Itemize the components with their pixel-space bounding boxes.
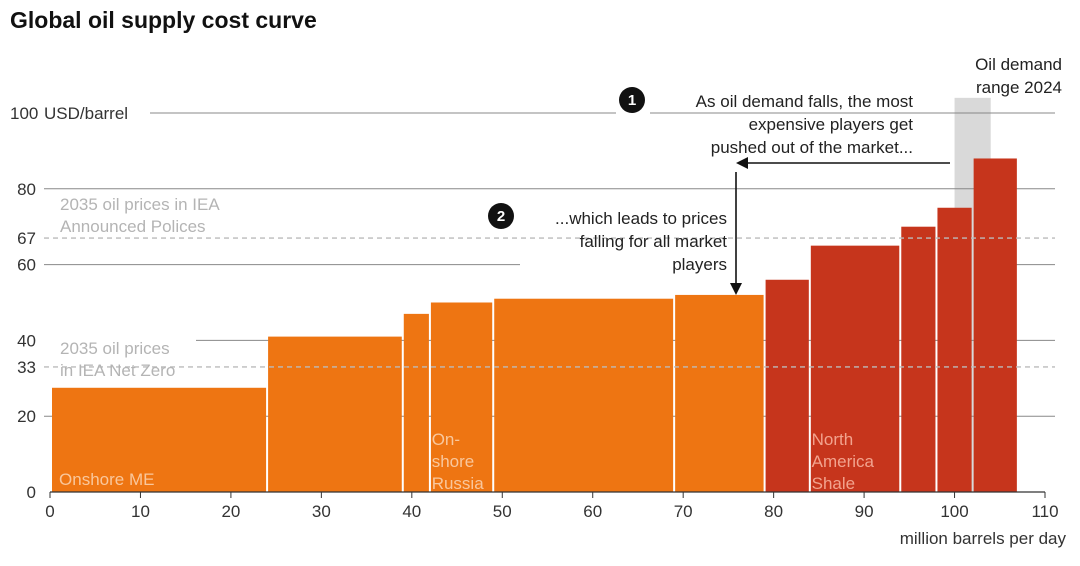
annotation-badge-2 (488, 203, 514, 229)
x-tick-label: 100 (940, 502, 968, 521)
bar-segment (937, 207, 972, 492)
bar-label: Onshore ME (59, 470, 154, 489)
bars (52, 158, 1017, 493)
x-tick-label: 60 (583, 502, 602, 521)
bar-label: North (812, 430, 854, 449)
bar-segment (765, 279, 809, 492)
y-tick-label: 80 (17, 180, 36, 199)
x-tick-label: 80 (764, 502, 783, 521)
arrow-down-head (730, 283, 742, 295)
annotation-2-text: players (672, 255, 727, 274)
x-tick-label: 110 (1031, 502, 1058, 521)
y-tick-label: 40 (17, 331, 36, 350)
demand-range-label: Oil demand (975, 55, 1062, 74)
annotation-badge-number: 2 (497, 208, 505, 225)
x-tick-label: 50 (493, 502, 512, 521)
bar-label: Russia (432, 474, 485, 493)
y-tick-label: 33 (17, 358, 36, 377)
reference-line-label: 2035 oil prices (60, 339, 170, 358)
bar-segment (403, 313, 429, 492)
y-tick-label: 60 (17, 256, 36, 275)
y-tick-label: 67 (17, 229, 36, 248)
bar-segment (973, 158, 1017, 493)
demand-range-label: range 2024 (976, 78, 1062, 97)
annotation-1-text: As oil demand falls, the most (696, 92, 914, 111)
chart-title: Global oil supply cost curve (10, 7, 317, 33)
annotation-1-text: expensive players get (749, 115, 914, 134)
annotation-2-text: ...which leads to prices (555, 209, 727, 228)
x-axis-label: million barrels per day (900, 529, 1067, 548)
x-tick-label: 10 (131, 502, 150, 521)
bar-label: Shale (812, 474, 855, 493)
annotation-badge-1 (619, 87, 645, 113)
x-tick-label: 30 (312, 502, 331, 521)
bar-segment (430, 302, 493, 492)
bar-label: shore (432, 452, 475, 471)
annotation-1-text: pushed out of the market... (711, 138, 913, 157)
axes: 0 10 20 30 40 50 60 70 80 90 100 110 0 20 40 60 80 100 USD… (10, 104, 1066, 548)
bar-segment (810, 245, 900, 492)
annotation-badge-number: 1 (628, 92, 636, 109)
x-tick-label: 40 (402, 502, 421, 521)
y-tick-label: 100 (10, 104, 38, 123)
annotation-2-text: falling for all market (580, 232, 728, 251)
x-tick-label: 70 (674, 502, 693, 521)
reference-line-label: in IEA Net Zero (60, 361, 175, 380)
arrow-left-head (736, 157, 748, 169)
bar-segment (675, 294, 764, 492)
x-tick-label: 20 (221, 502, 240, 521)
reference-lines: 2035 oil prices in IEA Announced Polices 6… (17, 195, 1055, 380)
y-tick-label: 0 (27, 483, 36, 502)
x-tick-label: 90 (855, 502, 874, 521)
bar-label: America (812, 452, 875, 471)
y-axis-label: USD/barrel (44, 104, 128, 123)
bar-segment (52, 387, 267, 492)
bar-segment (268, 336, 402, 492)
bar-segment (901, 226, 936, 492)
annotations: 1 As oil demand falls, the most expensive … (488, 87, 950, 295)
x-tick-label: 0 (45, 502, 54, 521)
bar-segment (494, 298, 674, 492)
reference-line-label: Announced Polices (60, 217, 206, 236)
bar-label: On- (432, 430, 460, 449)
reference-line-label: 2035 oil prices in IEA (60, 195, 220, 214)
bar-labels: Onshore ME On-shore Russia North America Shal… (59, 430, 874, 493)
y-tick-label: 20 (17, 407, 36, 426)
